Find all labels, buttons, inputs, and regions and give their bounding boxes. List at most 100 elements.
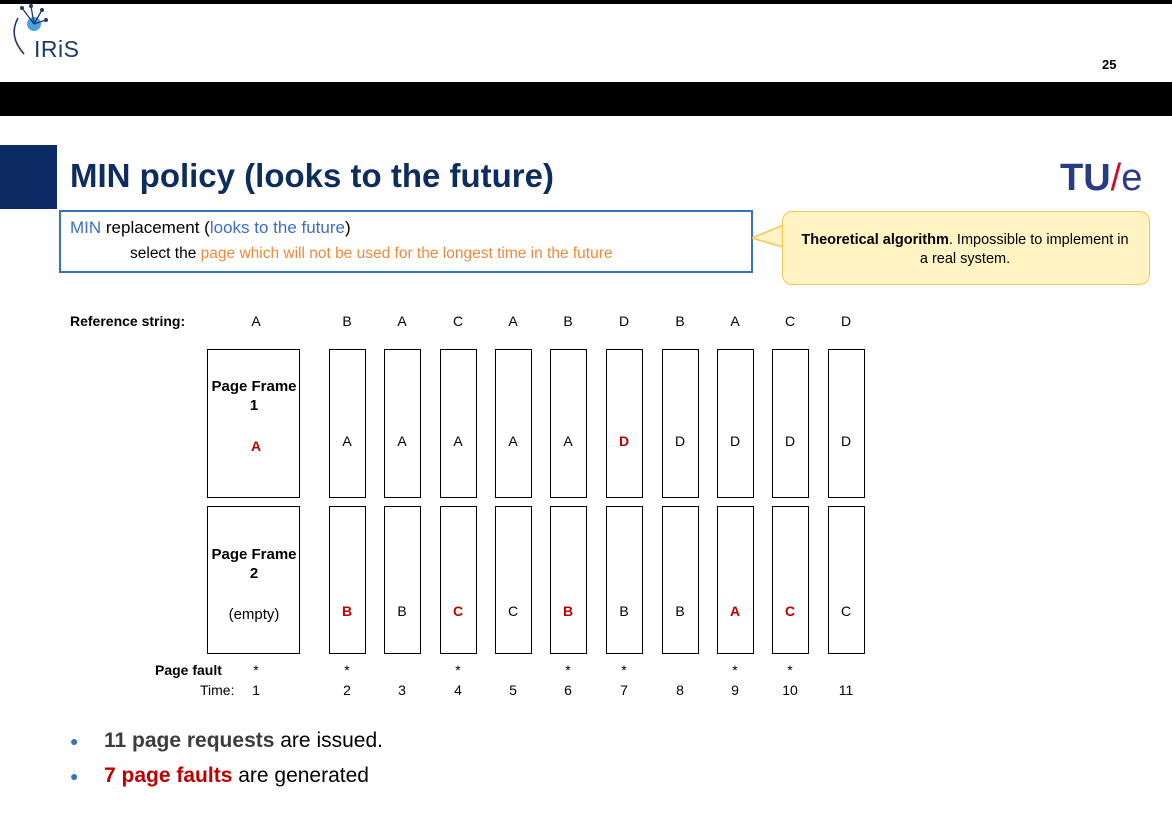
definition-box xyxy=(59,210,753,273)
frame-2-value: C xyxy=(507,603,519,619)
frame-2-value: B xyxy=(562,603,574,619)
frame-1-cell xyxy=(495,349,532,498)
time-label: Time: xyxy=(200,682,235,698)
time-value: 10 xyxy=(782,682,798,698)
frame-1-value: D xyxy=(729,433,741,449)
frame-2-cell xyxy=(550,506,587,654)
frame-2-cell xyxy=(440,506,477,654)
frame-2-cell xyxy=(606,506,643,654)
frame-1-cell xyxy=(384,349,421,498)
frame-2-cell xyxy=(772,506,809,654)
bullet-rest: are issued. xyxy=(274,729,383,752)
callout-pointer xyxy=(752,223,786,249)
time-value: 6 xyxy=(564,682,572,698)
frame-2-cell xyxy=(717,506,754,654)
callout-box xyxy=(782,211,1150,285)
time-value: 7 xyxy=(620,682,628,698)
frame-1-cell xyxy=(772,349,809,498)
reference-letter: D xyxy=(618,313,630,329)
time-value: 9 xyxy=(731,682,739,698)
time-value: 11 xyxy=(838,682,854,698)
definition-close: ) xyxy=(344,218,351,237)
frame-1-label: Page Frame 1 xyxy=(211,378,297,414)
frame-2-value: (empty) xyxy=(228,606,280,623)
page-fault-marker: * xyxy=(344,662,350,678)
frame-1-cell xyxy=(717,349,754,498)
page-fault-marker: * xyxy=(787,662,793,678)
reference-letter: B xyxy=(563,313,573,329)
definition-lead: select the xyxy=(130,245,201,262)
frame-1-cell xyxy=(207,349,300,498)
page-fault-marker: * xyxy=(621,662,627,678)
time-value: 2 xyxy=(343,682,351,698)
tue-logo: TU/e xyxy=(1060,157,1142,200)
definition-highlight: page which will not be used for the long… xyxy=(200,245,613,262)
reference-letter: A xyxy=(397,313,407,329)
definition-line-1: MIN replacement (looks to the future) xyxy=(70,218,351,238)
bullet-item: ● 7 page faults are generated xyxy=(70,764,369,788)
frame-1-value: A xyxy=(397,433,407,449)
frame-1-value: D xyxy=(618,433,630,449)
reference-letter: C xyxy=(784,313,796,329)
page-number: 25 xyxy=(1102,57,1117,72)
bullet-dot-icon: ● xyxy=(70,733,79,750)
frame-2-value: A xyxy=(729,603,741,619)
frame-1-value: D xyxy=(784,433,796,449)
time-value: 3 xyxy=(398,682,406,698)
reference-string-label: Reference string: xyxy=(70,313,186,329)
frame-2-value: C xyxy=(840,603,852,619)
bullet-dot-icon: ● xyxy=(70,768,79,785)
frame-1-cell xyxy=(329,349,366,498)
frame-1-value: D xyxy=(674,433,686,449)
tue-logo-slash: / xyxy=(1110,157,1122,199)
reference-letter: D xyxy=(840,313,852,329)
bullet-rest: are generated xyxy=(232,764,369,787)
slide-title: MIN policy (looks to the future) xyxy=(70,157,554,194)
definition-term-rest: replacement ( xyxy=(101,218,210,237)
bullet-strong: 11 page requests xyxy=(104,729,275,752)
reference-letter: A xyxy=(251,313,261,329)
tue-logo-tu: TU xyxy=(1060,157,1111,199)
frame-2-value: B xyxy=(619,603,629,619)
frame-2-label: Page Frame 2 xyxy=(211,546,297,582)
reference-letter: B xyxy=(342,313,352,329)
title-accent-block xyxy=(0,145,57,209)
reference-letter: C xyxy=(452,313,464,329)
callout-text: Theoretical algorithm. Impossible to imp… xyxy=(800,231,1130,269)
definition-line-2: select the page which will not be used f… xyxy=(130,245,613,263)
tue-logo-e: e xyxy=(1121,157,1143,199)
frame-2-cell xyxy=(329,506,366,654)
page-fault-label: Page fault xyxy=(155,662,222,678)
frame-1-value: A xyxy=(508,433,518,449)
reference-letter: A xyxy=(730,313,740,329)
page-fault-marker: * xyxy=(253,662,259,678)
reference-letter: A xyxy=(508,313,518,329)
frame-1-value: D xyxy=(840,433,852,449)
frame-1-value: A xyxy=(250,438,262,454)
frame-2-cell xyxy=(384,506,421,654)
frame-1-cell xyxy=(828,349,865,498)
frame-2-value: B xyxy=(675,603,685,619)
frame-1-cell xyxy=(606,349,643,498)
frame-2-cell xyxy=(662,506,699,654)
page-fault-marker: * xyxy=(565,662,571,678)
frame-2-value: C xyxy=(452,603,464,619)
bullet-strong: 7 page faults xyxy=(104,764,233,787)
top-border xyxy=(0,0,1172,4)
frame-2-cell xyxy=(828,506,865,654)
frame-1-cell xyxy=(550,349,587,498)
iris-logo-icon xyxy=(13,4,48,55)
definition-term: MIN xyxy=(70,218,102,237)
time-value: 5 xyxy=(509,682,517,698)
header-bar xyxy=(0,82,1172,116)
frame-2-value: C xyxy=(784,603,796,619)
frame-2-cell xyxy=(207,506,300,654)
frame-2-value: B xyxy=(341,603,353,619)
logo-text: IRiS xyxy=(34,36,80,62)
frame-2-cell xyxy=(495,506,532,654)
time-value: 4 xyxy=(454,682,462,698)
page-fault-marker: * xyxy=(455,662,461,678)
page-fault-marker: * xyxy=(732,662,738,678)
bullet-item: ● 11 page requests are issued. xyxy=(70,729,383,753)
time-value: 1 xyxy=(252,682,260,698)
